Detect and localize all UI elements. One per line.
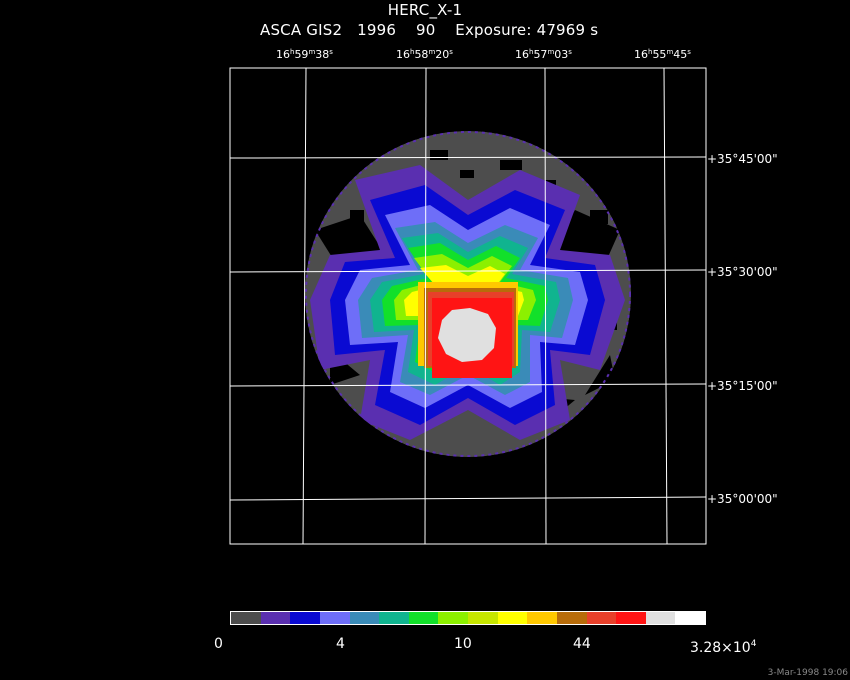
colorbar-swatch (231, 612, 261, 624)
ra-tick-label: 16h58m20s (396, 48, 453, 61)
colorbar-swatch (556, 612, 587, 624)
colorbar-swatch (408, 612, 439, 624)
colorbar-swatch (468, 612, 498, 624)
colorbar-swatch (260, 612, 291, 624)
dec-tick-label: +35°30'00" (707, 265, 778, 279)
observation-info: ASCA GIS2 1996 90 Exposure: 47969 s (260, 21, 599, 39)
colorbar-label: 4 (336, 636, 345, 652)
colorbar-swatch (319, 612, 350, 624)
colorbar-swatch (290, 612, 320, 624)
footer-timestamp: 3-Mar-1998 19:06 (767, 668, 848, 678)
ra-tick-label: 16h57m03s (515, 48, 572, 61)
colorbar-label-min: 0 (214, 636, 223, 652)
image-border (229, 67, 707, 545)
field-of-view (305, 131, 631, 457)
colorbar-label: 44 (573, 636, 591, 652)
colorbar-swatch (586, 612, 617, 624)
colorbar-swatch (349, 612, 380, 624)
dec-tick-label: +35°15'00" (707, 379, 778, 393)
colorbar-label-max: 3.28×104 (690, 639, 757, 656)
colorbar-swatch (616, 612, 646, 624)
object-title: HERC_X-1 (387, 1, 463, 19)
colorbar-swatch (675, 612, 705, 624)
colorbar-swatch (379, 612, 409, 624)
ra-tick-label: 16h59m38s (276, 48, 333, 61)
colorbar-swatch (438, 612, 468, 624)
dec-tick-label: +35°00'00" (707, 492, 778, 506)
colorbar (230, 611, 706, 625)
colorbar-label: 10 (454, 636, 472, 652)
coordinate-grid (229, 67, 707, 545)
colorbar-swatch (497, 612, 528, 624)
ra-tick-label: 16h55m45s (634, 48, 691, 61)
colorbar-swatch (527, 612, 557, 624)
dec-tick-label: +35°45'00" (707, 152, 778, 166)
colorbar-swatch (645, 612, 676, 624)
